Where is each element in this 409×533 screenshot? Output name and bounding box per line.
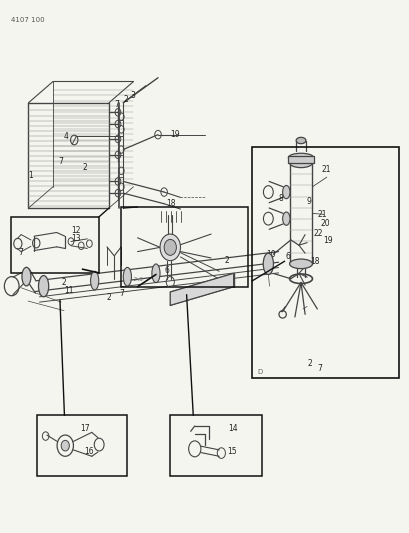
Text: 11: 11 [64, 286, 73, 295]
Ellipse shape [288, 154, 313, 162]
Text: 2: 2 [82, 163, 87, 172]
Text: 14: 14 [228, 424, 238, 433]
Text: 7: 7 [317, 364, 321, 373]
Text: 7: 7 [18, 248, 22, 257]
Text: 18: 18 [166, 199, 175, 208]
Text: 7: 7 [119, 288, 124, 297]
Text: 16: 16 [84, 447, 94, 456]
Text: 2: 2 [106, 293, 110, 302]
Text: 6: 6 [164, 266, 169, 275]
Ellipse shape [123, 268, 131, 286]
Bar [288, 157, 313, 163]
Ellipse shape [263, 253, 273, 274]
Text: 9: 9 [306, 197, 310, 206]
Text: 17: 17 [80, 424, 90, 433]
Text: 22: 22 [312, 229, 322, 238]
Text: 10: 10 [265, 251, 275, 260]
Ellipse shape [151, 264, 160, 282]
Ellipse shape [282, 185, 289, 199]
Ellipse shape [289, 158, 312, 167]
Text: 1: 1 [28, 171, 33, 180]
Text: 7: 7 [114, 100, 119, 109]
Circle shape [160, 234, 180, 261]
Bar [252, 147, 398, 378]
Ellipse shape [295, 138, 305, 144]
Text: 4107 100: 4107 100 [11, 17, 45, 23]
Text: 20: 20 [319, 220, 329, 229]
Text: 2: 2 [306, 359, 311, 368]
Text: D: D [257, 369, 262, 375]
Bar [37, 415, 127, 477]
Circle shape [164, 239, 176, 255]
Text: 15: 15 [227, 447, 236, 456]
Text: 8: 8 [278, 194, 283, 203]
Text: 21: 21 [317, 210, 326, 219]
Text: 4: 4 [64, 132, 69, 141]
Ellipse shape [289, 259, 312, 269]
Text: 5: 5 [164, 247, 169, 256]
Bar [11, 217, 99, 273]
Text: 2: 2 [61, 278, 66, 287]
Text: 13: 13 [71, 235, 81, 244]
Text: 2: 2 [123, 94, 128, 103]
Ellipse shape [90, 271, 99, 290]
Text: 7: 7 [58, 157, 63, 166]
Text: 19: 19 [170, 130, 180, 139]
Text: 6: 6 [285, 253, 290, 261]
Ellipse shape [38, 276, 49, 297]
Text: 21: 21 [320, 165, 330, 174]
Text: 18: 18 [310, 257, 319, 265]
Text: 12: 12 [71, 226, 80, 235]
Text: B1 2,3: B1 2,3 [124, 277, 143, 282]
Polygon shape [170, 273, 233, 305]
Bar [121, 207, 247, 287]
Bar [170, 415, 262, 477]
Text: 2: 2 [224, 256, 229, 264]
Ellipse shape [282, 212, 289, 225]
Ellipse shape [22, 267, 31, 286]
Text: 19: 19 [323, 237, 332, 246]
Text: 3: 3 [130, 91, 135, 100]
Circle shape [61, 440, 69, 451]
